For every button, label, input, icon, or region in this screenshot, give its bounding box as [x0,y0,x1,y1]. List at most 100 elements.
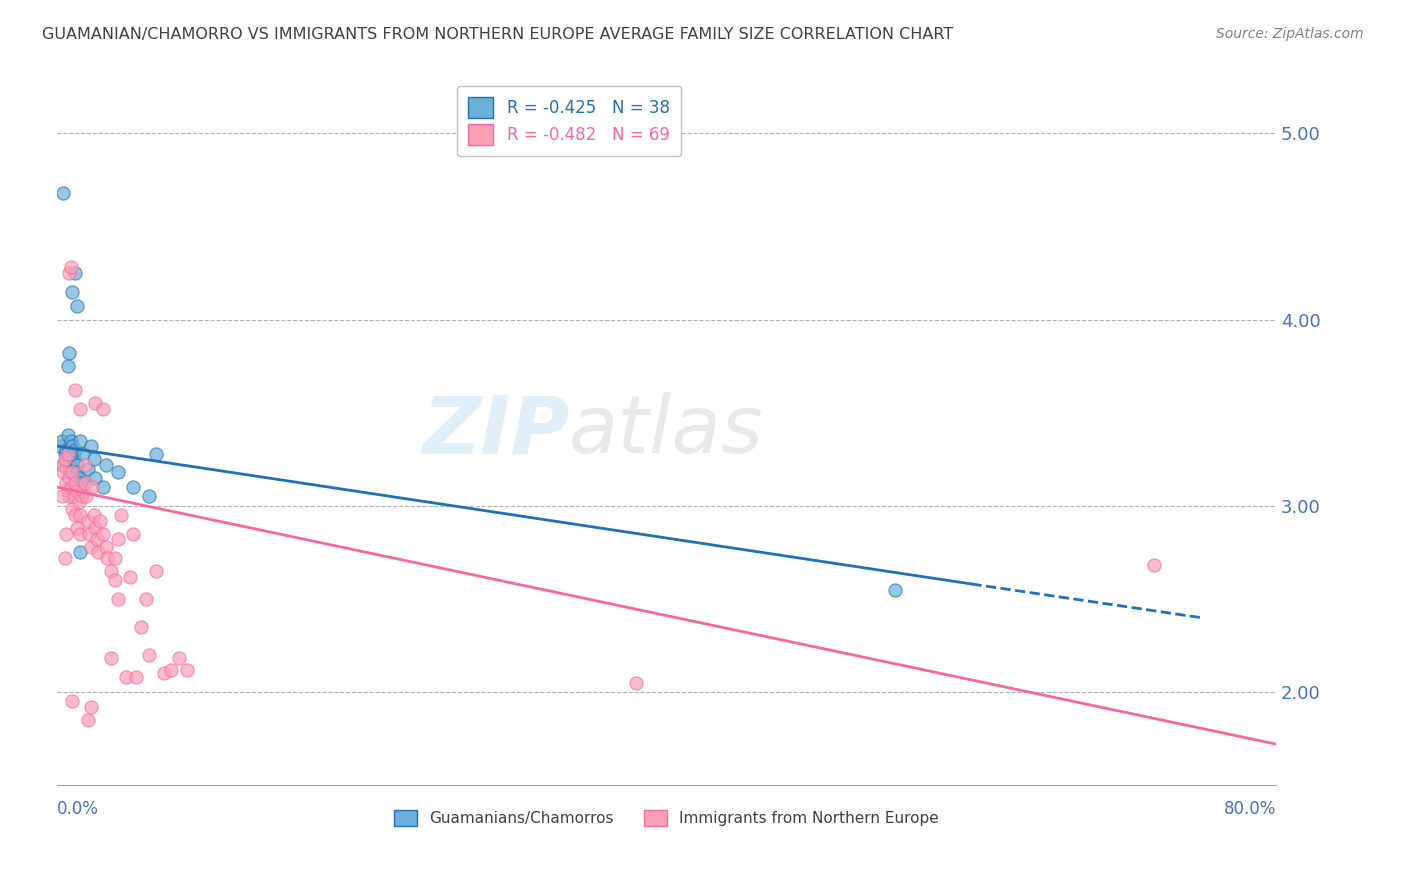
Point [84,396,107,410]
Text: 0.0%: 0.0% [58,800,98,818]
Point [114,670,136,684]
Point [176,663,198,677]
Point [122,526,145,541]
Point [59,434,82,448]
Point [69,526,91,541]
Point [89,514,111,528]
Point [84,521,107,535]
Point [65,384,87,398]
Point [107,591,129,606]
Point [49,439,72,453]
Point [66,521,89,535]
Point [167,651,190,665]
Point [62,502,84,516]
Point [72,447,94,461]
Point [76,461,98,475]
Point [63,452,86,467]
Point [77,526,100,541]
Text: atlas: atlas [569,392,763,470]
Point [63,490,86,504]
Point [65,476,87,491]
Point [122,480,145,494]
Point [55,476,77,491]
Point [67,495,90,509]
Point [56,483,79,498]
Point [107,533,129,547]
Point [110,508,132,522]
Point [73,476,96,491]
Point [56,359,79,373]
Point [59,480,82,494]
Point [91,401,114,416]
Text: Source: ZipAtlas.com: Source: ZipAtlas.com [1216,27,1364,41]
Point [59,260,82,275]
Point [86,533,108,547]
Point [107,465,129,479]
Point [65,442,87,457]
Point [83,508,105,522]
Point [145,447,167,461]
Point [53,447,76,461]
Point [76,514,98,528]
Point [58,346,80,360]
Point [58,465,80,479]
Point [153,666,176,681]
Point [138,490,160,504]
Point [70,476,93,491]
Text: ZIP: ZIP [422,392,569,470]
Point [66,465,89,479]
Point [62,694,84,708]
Point [52,186,75,200]
Point [87,545,110,559]
Point [160,663,183,677]
Point [80,699,103,714]
Point [53,550,76,565]
Point [62,465,84,479]
Point [69,434,91,448]
Legend: Guamanians/Chamorros, Immigrants from Northern Europe: Guamanians/Chamorros, Immigrants from No… [387,803,946,834]
Point [80,540,103,554]
Point [884,582,907,597]
Point [72,483,94,498]
Point [62,285,84,299]
Point [52,458,75,472]
Point [145,564,167,578]
Point [76,713,98,727]
Point [91,526,114,541]
Point [62,439,84,453]
Point [65,266,87,280]
Point [104,573,127,587]
Point [69,471,91,485]
Point [56,428,79,442]
Point [58,266,80,280]
Point [1143,558,1166,573]
Point [51,458,73,472]
Point [53,452,76,467]
Point [94,540,117,554]
Point [58,471,80,485]
Point [96,550,118,565]
Point [69,508,91,522]
Point [56,447,79,461]
Point [80,439,103,453]
Point [75,490,97,504]
Point [84,471,107,485]
Point [83,452,105,467]
Point [66,483,89,498]
Point [91,480,114,494]
Point [125,670,148,684]
Point [70,490,93,504]
Point [138,648,160,662]
Point [82,480,104,494]
Point [65,508,87,522]
Point [100,651,122,665]
Point [69,401,91,416]
Point [66,300,89,314]
Text: 80.0%: 80.0% [1223,800,1277,818]
Point [120,569,142,583]
Point [66,458,89,472]
Point [51,434,73,448]
Point [58,490,80,504]
Point [69,545,91,559]
Point [56,452,79,467]
